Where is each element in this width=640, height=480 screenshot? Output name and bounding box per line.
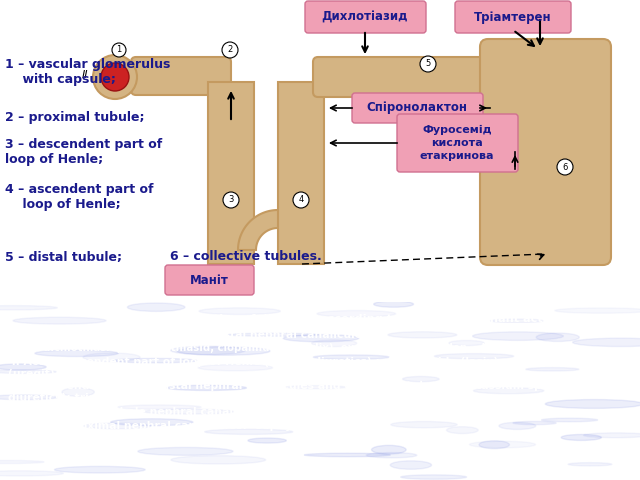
- Circle shape: [557, 159, 573, 175]
- Circle shape: [222, 42, 238, 58]
- Ellipse shape: [526, 368, 579, 371]
- Ellipse shape: [228, 333, 319, 336]
- Ellipse shape: [143, 409, 233, 414]
- Text: I Mostly act on beginning part of distal nephral canalicules :: I Mostly act on beginning part of distal…: [8, 331, 377, 340]
- Text: dichlothiasid, cyclomethiasid, clopamid (brinaldix), oxodolin (chlortalidon,   h: dichlothiasid, cyclomethiasid, clopamid …: [8, 343, 538, 352]
- FancyBboxPatch shape: [131, 57, 231, 95]
- FancyBboxPatch shape: [313, 57, 498, 97]
- Text: 1 – vascular glomerulus
    with capsule;: 1 – vascular glomerulus with capsule;: [5, 58, 170, 86]
- Ellipse shape: [403, 376, 439, 382]
- Ellipse shape: [0, 364, 46, 370]
- Text: 4: 4: [298, 195, 303, 204]
- Circle shape: [112, 43, 126, 57]
- Circle shape: [223, 192, 239, 208]
- Ellipse shape: [545, 399, 640, 408]
- Text: Фуросемід
кислота
етакринова: Фуросемід кислота етакринова: [420, 125, 494, 161]
- Text: Спіронолактон: Спіронолактон: [367, 101, 467, 115]
- Ellipse shape: [0, 370, 56, 373]
- Bar: [208, 82, 254, 264]
- Ellipse shape: [54, 467, 145, 473]
- Text: 6: 6: [563, 163, 568, 171]
- Text: 6 – collective tubules.: 6 – collective tubules.: [170, 251, 322, 264]
- Ellipse shape: [391, 421, 457, 428]
- Ellipse shape: [479, 441, 509, 449]
- Text: 3: 3: [228, 195, 234, 204]
- Text: Маніт: Маніт: [189, 274, 228, 287]
- FancyBboxPatch shape: [165, 265, 254, 295]
- Ellipse shape: [167, 385, 246, 390]
- Ellipse shape: [372, 445, 406, 454]
- Ellipse shape: [314, 355, 389, 360]
- Ellipse shape: [127, 303, 185, 312]
- Circle shape: [93, 55, 137, 99]
- Ellipse shape: [0, 460, 44, 464]
- Polygon shape: [238, 210, 318, 250]
- Ellipse shape: [474, 388, 544, 394]
- Ellipse shape: [388, 332, 457, 338]
- Text: Тріамтерен: Тріамтерен: [474, 11, 552, 24]
- Ellipse shape: [35, 350, 118, 357]
- Ellipse shape: [541, 418, 598, 422]
- Ellipse shape: [0, 306, 58, 310]
- Text: 2 – proximal tubule;: 2 – proximal tubule;: [5, 110, 145, 123]
- FancyBboxPatch shape: [455, 1, 571, 33]
- Ellipse shape: [0, 471, 63, 476]
- Text: 5: 5: [426, 60, 431, 69]
- Ellipse shape: [177, 347, 270, 355]
- Text: II: II: [82, 70, 88, 80]
- FancyBboxPatch shape: [305, 1, 426, 33]
- FancyBboxPatch shape: [480, 39, 611, 265]
- Ellipse shape: [513, 421, 556, 425]
- Text: 1: 1: [116, 46, 122, 55]
- Text: 5 – distal tubule;: 5 – distal tubule;: [5, 251, 122, 264]
- Text: diuretics): triamterene, amiloride, spironolactone: diuretics): triamterene, amiloride, spir…: [8, 393, 312, 403]
- Ellipse shape: [113, 359, 196, 363]
- Text: Classification of diuretics: Classification of diuretics: [153, 314, 320, 324]
- Text: III Act on ending part of distal nephral canalicules and collective tubules (pot: III Act on ending part of distal nephral…: [8, 381, 573, 391]
- Ellipse shape: [111, 419, 193, 426]
- Text: 2: 2: [227, 46, 232, 55]
- Bar: [278, 82, 324, 264]
- Text: Дихлотіазид: Дихлотіазид: [322, 11, 408, 24]
- Ellipse shape: [499, 422, 536, 430]
- Ellipse shape: [401, 475, 467, 479]
- Ellipse shape: [304, 453, 390, 456]
- Ellipse shape: [205, 429, 292, 434]
- Ellipse shape: [84, 423, 151, 429]
- Ellipse shape: [171, 346, 245, 355]
- Ellipse shape: [199, 308, 280, 314]
- Ellipse shape: [536, 333, 579, 341]
- Ellipse shape: [83, 353, 140, 361]
- Text: (uregit), bufenox: (uregit), bufenox: [8, 369, 113, 379]
- Ellipse shape: [447, 427, 478, 433]
- Ellipse shape: [374, 301, 413, 307]
- Circle shape: [293, 192, 309, 208]
- Text: V  Act on proximal nephral canalicules:  euphylline: V Act on proximal nephral canalicules: e…: [8, 421, 318, 431]
- Ellipse shape: [171, 456, 266, 464]
- Text: 3 – descendent part of
loop of Henle;: 3 – descendent part of loop of Henle;: [5, 138, 163, 166]
- Ellipse shape: [248, 438, 286, 443]
- Ellipse shape: [473, 332, 563, 340]
- Ellipse shape: [491, 319, 543, 323]
- Ellipse shape: [561, 434, 602, 441]
- Text: IV Act along the whole nephral canalicules: mannitol, urea (carbamide): IV Act along the whole nephral canalicul…: [8, 407, 444, 417]
- Text: according to place of dominant action: according to place of dominant action: [320, 314, 563, 324]
- Text: II Act on ascendent part of loop of Henle (“loop” diuretics) :  furosemide (lasi: II Act on ascendent part of loop of Henl…: [8, 357, 592, 367]
- Ellipse shape: [435, 354, 514, 359]
- Ellipse shape: [138, 447, 233, 456]
- Text: 4 – ascendent part of
    loop of Henle;: 4 – ascendent part of loop of Henle;: [5, 183, 154, 211]
- Ellipse shape: [62, 388, 94, 396]
- Ellipse shape: [0, 395, 57, 400]
- Ellipse shape: [390, 461, 431, 469]
- Circle shape: [101, 63, 129, 91]
- Ellipse shape: [366, 453, 417, 458]
- Circle shape: [420, 56, 436, 72]
- Ellipse shape: [13, 317, 106, 324]
- Ellipse shape: [573, 338, 640, 347]
- FancyBboxPatch shape: [352, 93, 483, 123]
- Ellipse shape: [568, 463, 612, 466]
- Ellipse shape: [284, 335, 358, 342]
- Ellipse shape: [584, 433, 640, 438]
- FancyBboxPatch shape: [397, 114, 518, 172]
